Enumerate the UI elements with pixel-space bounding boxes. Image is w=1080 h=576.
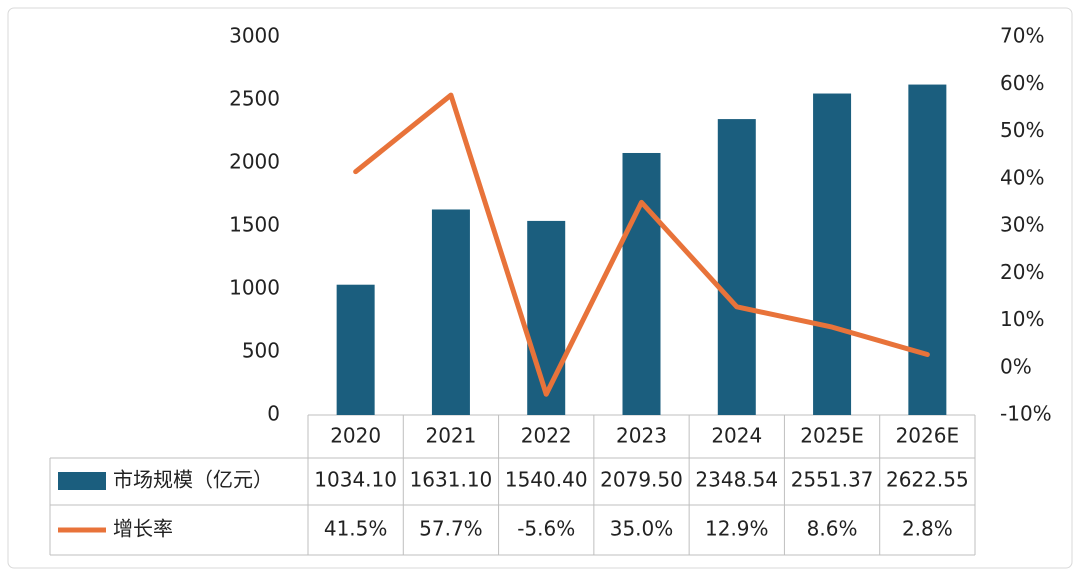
x-tick-label: 2022 bbox=[521, 424, 572, 448]
legend-swatch bbox=[58, 472, 106, 490]
bar bbox=[431, 209, 470, 415]
x-tick-label: 2026E bbox=[896, 424, 960, 448]
y2-tick-label: -10% bbox=[1000, 402, 1052, 426]
table-value: -5.6% bbox=[517, 517, 575, 541]
x-tick-label: 2023 bbox=[616, 424, 667, 448]
y2-tick-label: 0% bbox=[1000, 354, 1032, 378]
table-value: 35.0% bbox=[610, 517, 674, 541]
table-value: 41.5% bbox=[324, 517, 388, 541]
table-value: 1034.10 bbox=[314, 468, 397, 492]
table-value: 1631.10 bbox=[410, 468, 493, 492]
bar bbox=[527, 220, 566, 415]
y-tick-label: 3000 bbox=[229, 24, 280, 48]
y2-tick-label: 70% bbox=[1000, 24, 1044, 48]
table-value: 12.9% bbox=[705, 517, 769, 541]
line bbox=[353, 92, 930, 397]
y-tick-label: 1500 bbox=[229, 213, 280, 237]
table-value: 2551.37 bbox=[791, 468, 874, 492]
x-tick-label: 2024 bbox=[711, 424, 762, 448]
bar bbox=[622, 152, 661, 415]
y-tick-label: 1000 bbox=[229, 276, 280, 300]
y2-tick-label: 20% bbox=[1000, 260, 1044, 284]
legend-label: 增长率 bbox=[113, 517, 173, 541]
table-value: 2622.55 bbox=[886, 468, 969, 492]
bar bbox=[908, 84, 947, 415]
y2-tick-label: 60% bbox=[1000, 71, 1044, 95]
table-value: 8.6% bbox=[807, 517, 858, 541]
table-value: 57.7% bbox=[419, 517, 483, 541]
y-tick-label: 2500 bbox=[229, 87, 280, 111]
x-tick-label: 2020 bbox=[330, 424, 381, 448]
table-value: 1540.40 bbox=[505, 468, 588, 492]
y2-tick-label: 50% bbox=[1000, 118, 1044, 142]
y-tick-label: 0 bbox=[267, 402, 280, 426]
table-value: 2079.50 bbox=[600, 468, 683, 492]
legend-label: 市场规模（亿元） bbox=[113, 468, 273, 492]
x-tick-label: 2021 bbox=[425, 424, 476, 448]
bar bbox=[813, 93, 852, 416]
x-tick-label: 2025E bbox=[800, 424, 864, 448]
table-value: 2348.54 bbox=[695, 468, 778, 492]
y2-tick-label: 30% bbox=[1000, 213, 1044, 237]
bar bbox=[336, 284, 375, 415]
y-tick-label: 500 bbox=[242, 339, 280, 363]
y2-tick-label: 40% bbox=[1000, 165, 1044, 189]
y-tick-label: 2000 bbox=[229, 150, 280, 174]
table-value: 2.8% bbox=[902, 517, 953, 541]
bar bbox=[717, 119, 756, 416]
y2-tick-label: 10% bbox=[1000, 307, 1044, 331]
